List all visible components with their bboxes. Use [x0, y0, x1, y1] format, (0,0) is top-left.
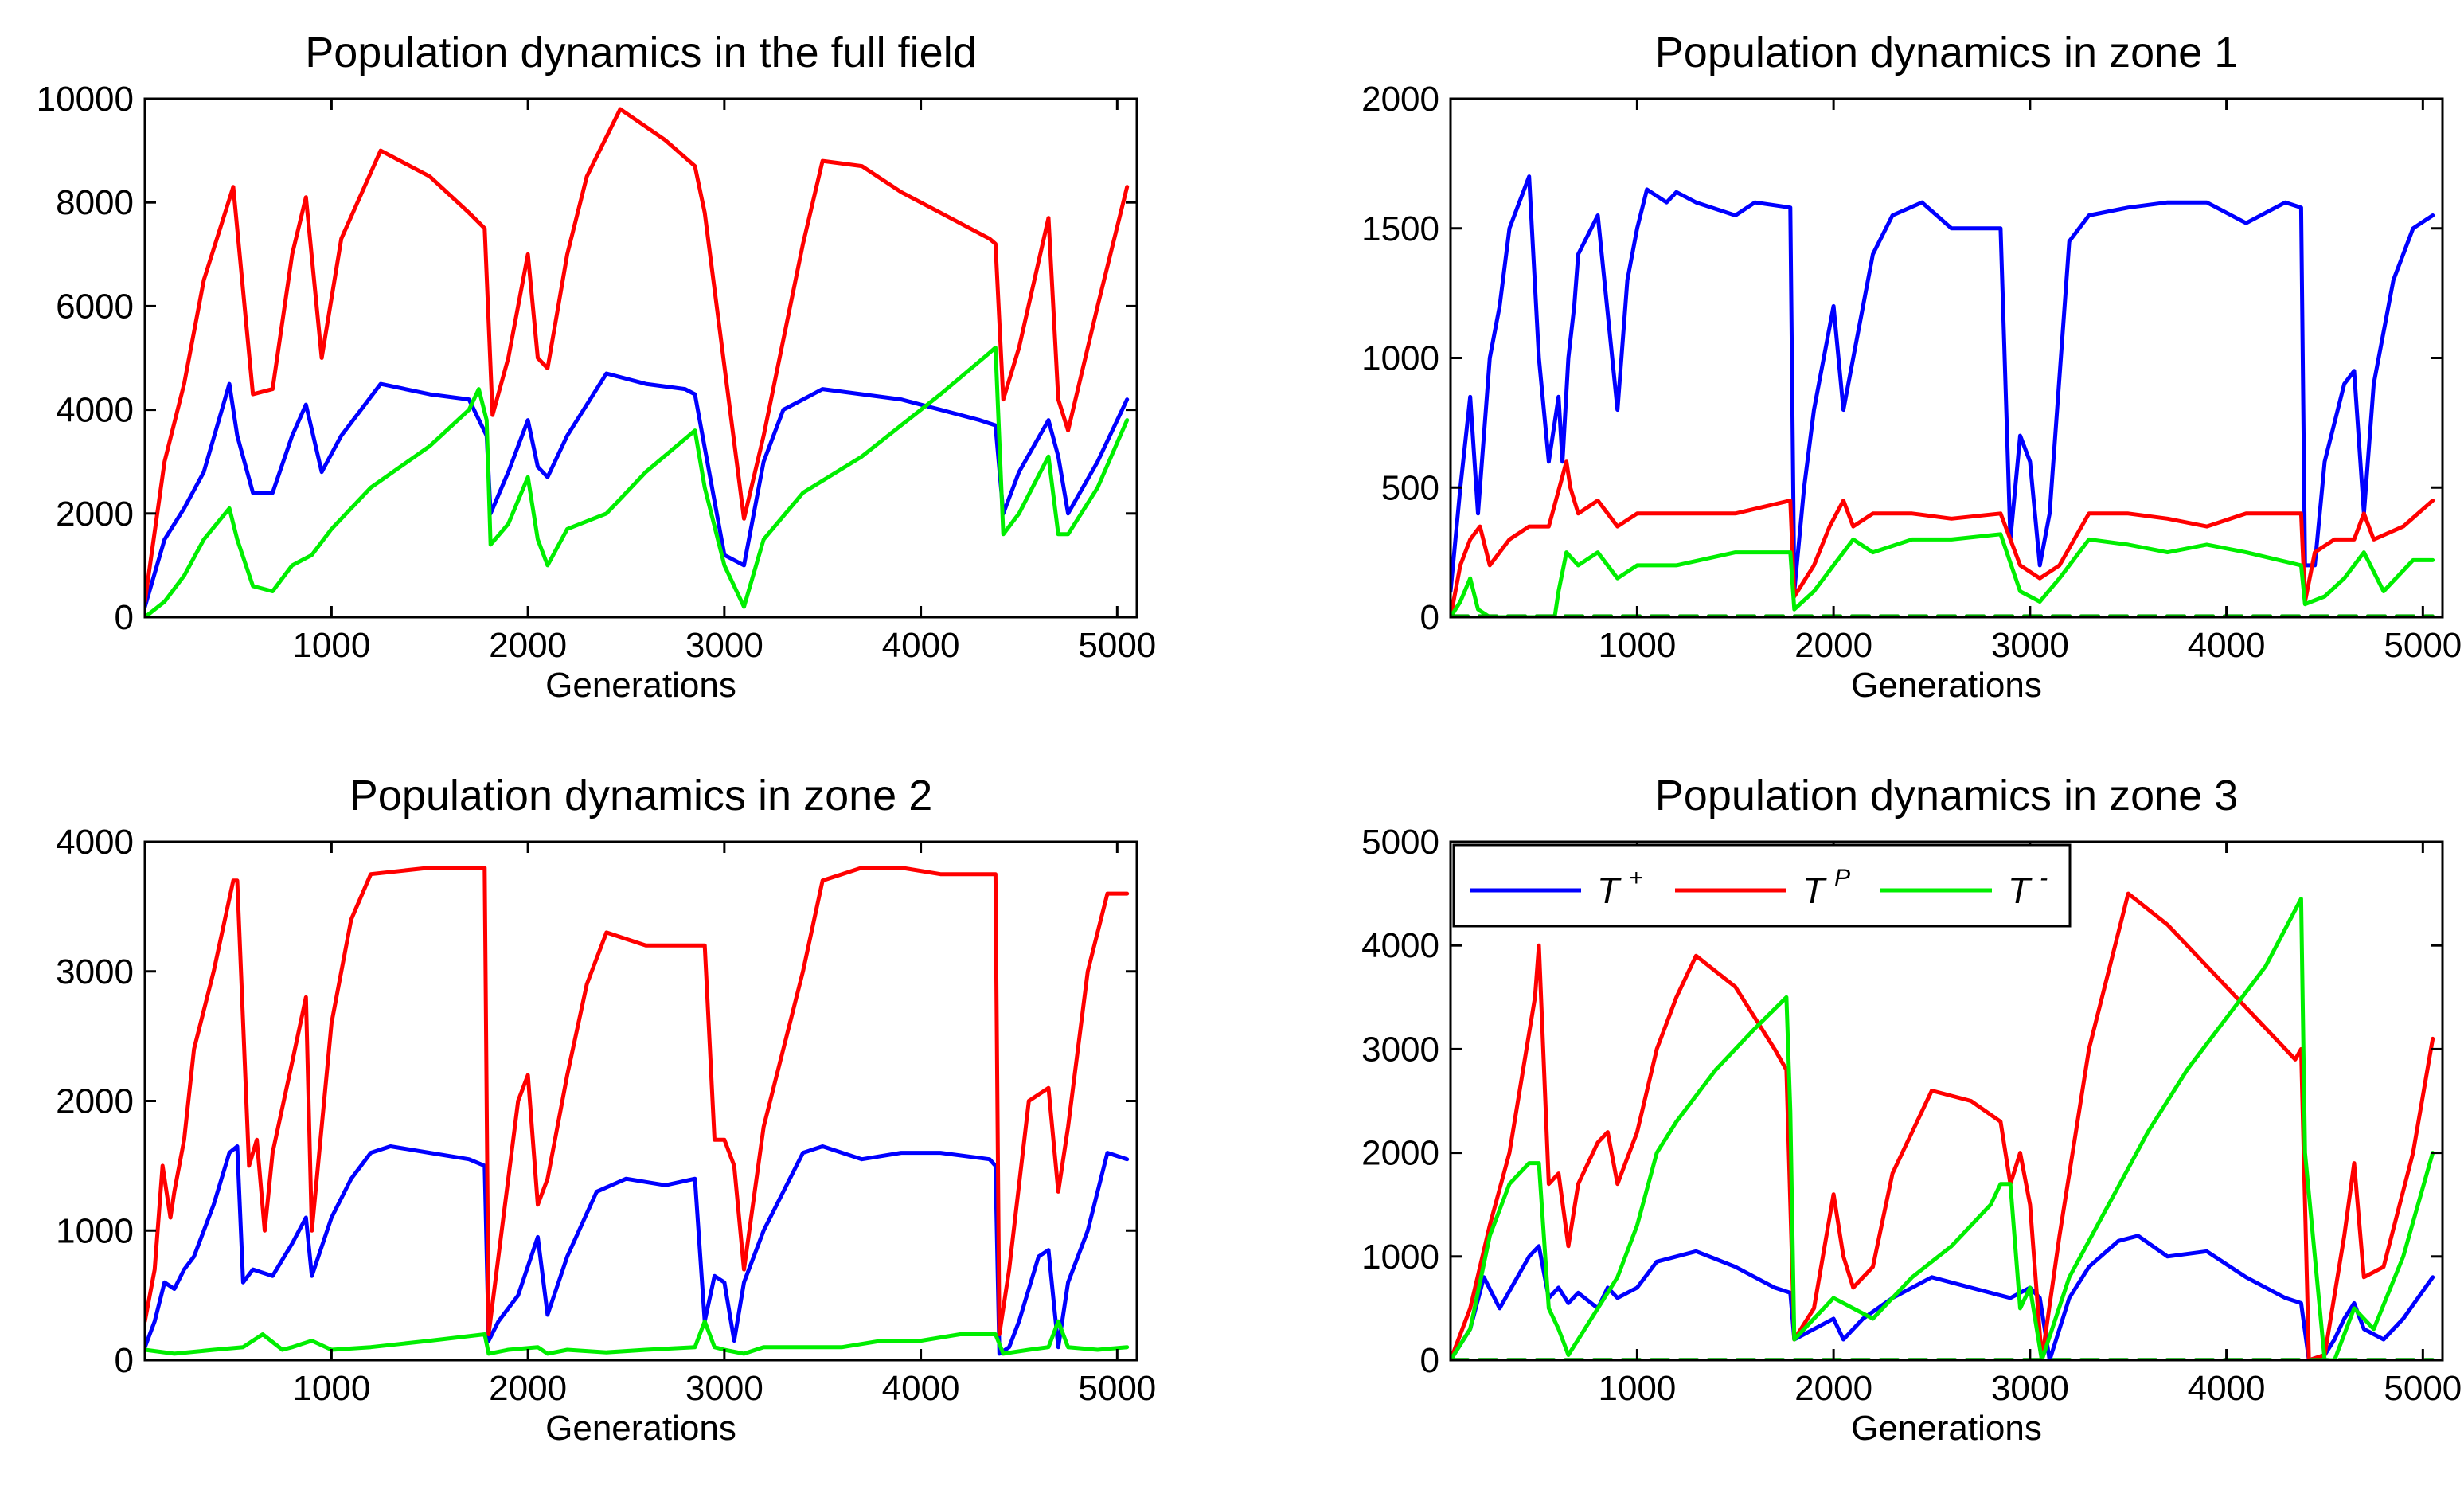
- series-line-tminus: [1451, 532, 2435, 617]
- x-tick-label: 2000: [489, 626, 567, 665]
- series-line-tplus: [1451, 174, 2435, 593]
- y-tick-label: 2000: [56, 495, 134, 534]
- chart-title: Population dynamics in zone 1: [1655, 29, 2238, 76]
- x-tick-label: 3000: [685, 1369, 763, 1408]
- chart-title: Population dynamics in zone 2: [349, 772, 932, 819]
- plot-area: [145, 99, 1137, 617]
- x-tick-label: 5000: [2384, 626, 2462, 665]
- y-tick-label: 1000: [56, 1211, 134, 1250]
- y-tick-label: 0: [1420, 598, 1439, 637]
- x-tick-label: 5000: [1078, 626, 1156, 665]
- series-line-tplus: [145, 1144, 1130, 1356]
- plot-area: [145, 842, 1137, 1360]
- x-tick-label: 1000: [1598, 1369, 1676, 1408]
- y-tick-label: 2000: [56, 1082, 134, 1121]
- chart-panel-3: 1000 2000 3000 4000 5000 0 1000 2000 3000 4000 Pop…: [56, 772, 1156, 1448]
- y-tick-label: 10000: [37, 80, 134, 119]
- chart-title: Population dynamics in zone 3: [1655, 772, 2238, 819]
- x-tick-label: 5000: [1078, 1369, 1156, 1408]
- x-axis-label: Generations: [545, 1409, 736, 1448]
- x-tick-label: 4000: [882, 626, 960, 665]
- y-tick-label: 4000: [56, 823, 134, 862]
- y-tick-label: 3000: [56, 952, 134, 991]
- x-tick-label: 3000: [1991, 626, 2069, 665]
- x-tick-label: 5000: [2384, 1369, 2462, 1408]
- series-group: [145, 866, 1130, 1356]
- y-tick-label: 4000: [1361, 926, 1439, 965]
- y-tick-label: 1000: [1361, 1238, 1439, 1277]
- x-tick-label: 2000: [1794, 1369, 1872, 1408]
- series-line-tp: [1451, 891, 2435, 1360]
- series-line-tminus: [1451, 897, 2435, 1360]
- series-line-tminus: [145, 346, 1130, 617]
- axes-box: [143, 97, 1138, 619]
- y-tick-label: 0: [115, 598, 134, 637]
- series-line-tp: [145, 866, 1130, 1336]
- x-axis-label: Generations: [1851, 666, 2042, 705]
- series-line-tp: [145, 107, 1130, 604]
- x-tick-label: 1000: [292, 1369, 370, 1408]
- x-axis-label: Generations: [1851, 1409, 2042, 1448]
- series-group: [145, 107, 1130, 617]
- y-tick-label: 3000: [1361, 1030, 1439, 1069]
- y-tick-label: 0: [1420, 1341, 1439, 1380]
- legend-label: T +: [1597, 865, 1643, 911]
- x-tick-label: 3000: [685, 626, 763, 665]
- x-tick-label: 4000: [2188, 1369, 2266, 1408]
- x-tick-label: 2000: [489, 1369, 567, 1408]
- y-tick-label: 500: [1381, 468, 1439, 507]
- y-tick-label: 8000: [56, 183, 134, 222]
- y-tick-label: 1000: [1361, 339, 1439, 378]
- x-tick-label: 4000: [2188, 626, 2266, 665]
- legend-box: [1452, 843, 2072, 928]
- chart-panel-2: 1000 2000 3000 4000 5000 0 500 1000 1500 2000 Popu…: [1361, 29, 2462, 705]
- y-tick-label: 6000: [56, 287, 134, 326]
- y-tick-label: 2000: [1361, 80, 1439, 119]
- y-tick-label: 1500: [1361, 209, 1439, 248]
- x-tick-label: 3000: [1991, 1369, 2069, 1408]
- x-axis-label: Generations: [545, 666, 736, 705]
- axes-box: [1449, 840, 2444, 1362]
- series-group: [1451, 174, 2435, 617]
- x-tick-label: 2000: [1794, 626, 1872, 665]
- series-line-tminus: [145, 1319, 1130, 1356]
- plot-area: [1451, 99, 2443, 617]
- x-tick-label: 1000: [1598, 626, 1676, 665]
- y-tick-label: 2000: [1361, 1134, 1439, 1173]
- chart-title: Population dynamics in the full field: [305, 29, 977, 76]
- x-tick-label: 1000: [292, 626, 370, 665]
- x-tick-label: 4000: [882, 1369, 960, 1408]
- y-tick-label: 0: [115, 1341, 134, 1380]
- chart-panel-4: 1000 2000 3000 4000 5000 0 1000 2000 3000 4000 500…: [1361, 772, 2462, 1448]
- plot-area: [1451, 842, 2443, 1360]
- legend-label: T-: [2008, 865, 2048, 911]
- series-line-tplus: [145, 371, 1130, 609]
- legend: T + T P T -: [1452, 843, 2072, 928]
- y-tick-label: 5000: [1361, 823, 1439, 862]
- y-tick-label: 4000: [56, 391, 134, 430]
- chart-panel-1: 1000 2000 3000 4000 5000 0 2000 4000 6000 8000 100…: [37, 29, 1157, 705]
